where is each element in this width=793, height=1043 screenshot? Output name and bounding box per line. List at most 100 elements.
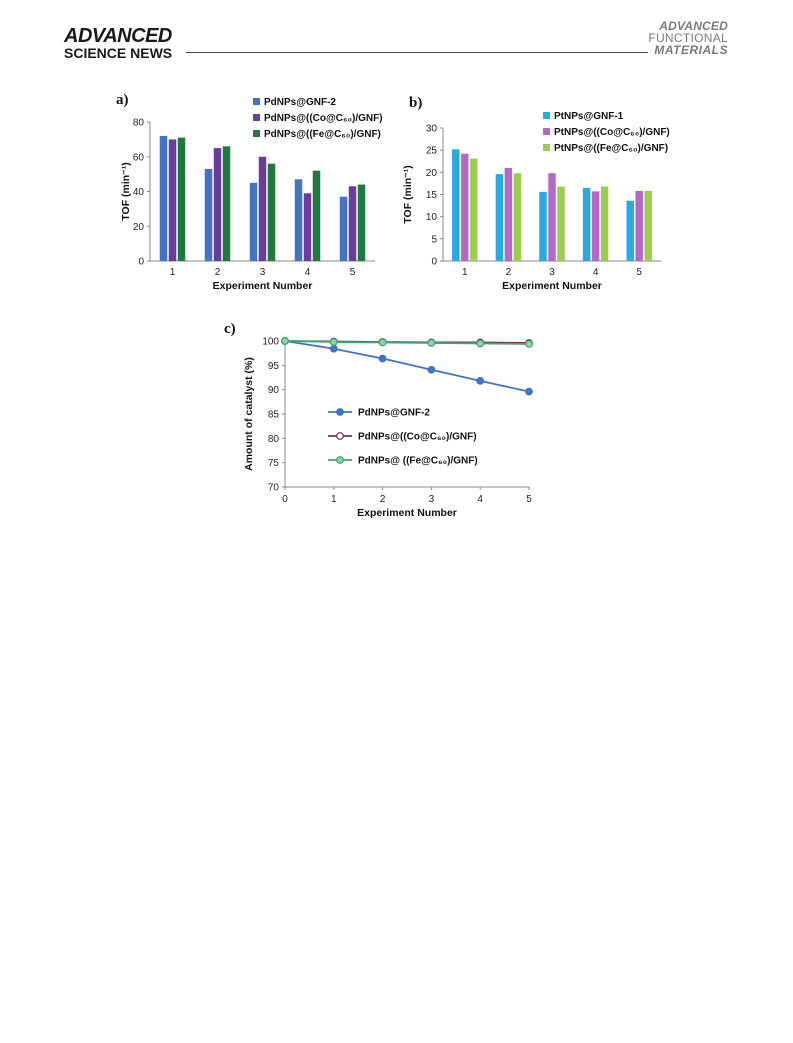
point-1-exp-5: [526, 388, 533, 395]
y-tick-label: 20: [426, 168, 438, 179]
bar-2-exp-4: [304, 193, 312, 261]
y-axis-label: Amount of catalyst (%): [243, 357, 255, 471]
y-tick-label: 100: [262, 337, 279, 348]
point-3-exp-2: [379, 339, 386, 346]
x-tick-label: 0: [282, 494, 288, 505]
y-tick-label: 0: [431, 257, 437, 268]
y-tick-label: 80: [268, 434, 280, 445]
bar-2-exp-4: [592, 191, 600, 261]
bar-1-exp-3: [250, 183, 258, 261]
bar-3-exp-5: [644, 191, 652, 261]
journal-logo: ADVANCED FUNCTIONAL MATERIALS: [648, 20, 728, 56]
legend-swatch-2: [253, 114, 260, 121]
x-tick-label: 2: [506, 267, 512, 278]
y-tick-label: 85: [268, 410, 280, 421]
x-axis-label: Experiment Number: [213, 280, 313, 292]
x-tick-label: 3: [260, 267, 266, 278]
bar-2-exp-5: [349, 186, 357, 261]
y-tick-label: 40: [133, 187, 145, 198]
y-tick-label: 25: [426, 146, 438, 157]
y-tick-label: 90: [268, 385, 280, 396]
point-1-exp-2: [379, 355, 386, 362]
point-3-exp-0: [282, 338, 289, 345]
bar-1-exp-1: [452, 149, 460, 261]
chart-b: 0 5 10 15 20 25 30 1 2 3 4 5 Experiment Number TOF (m…: [390, 100, 690, 310]
bar-2-exp-2: [214, 148, 222, 261]
x-tick-label: 2: [215, 267, 221, 278]
legend-label-2: PtNPs@((Co@C₆₀)/GNF): [554, 127, 670, 138]
y-tick-label: 75: [268, 458, 280, 469]
legend-label-3: PdNPs@((Fe@C₆₀)/GNF): [264, 129, 381, 140]
y-axis-label: TOF (min⁻¹): [402, 165, 414, 223]
x-tick-label: 1: [331, 494, 337, 505]
legend-swatch-1: [543, 112, 550, 119]
legend-marker-3: [337, 457, 344, 464]
bar-3-exp-3: [268, 164, 276, 261]
legend-marker-1: [337, 409, 344, 416]
bar-3-exp-3: [557, 187, 565, 261]
x-tick-label: 5: [636, 267, 642, 278]
legend-label-1: PdNPs@GNF-2: [358, 408, 430, 419]
bar-2-exp-3: [259, 157, 267, 261]
y-tick-label: 20: [133, 222, 145, 233]
legend-label-3: PtNPs@((Fe@C₆₀)/GNF): [554, 143, 668, 154]
panel-label-c: c): [224, 321, 236, 338]
bar-2-exp-1: [461, 154, 469, 261]
y-tick-label: 15: [426, 190, 438, 201]
bar-3-exp-1: [178, 138, 186, 261]
legend-label-1: PdNPs@GNF-2: [264, 97, 336, 108]
y-tick-label: 70: [268, 483, 280, 494]
point-1-exp-4: [477, 378, 484, 385]
bar-3-exp-2: [514, 173, 522, 261]
point-3-exp-1: [331, 339, 338, 346]
legend-label-3: PdNPs@ ((Fe@C₆₀)/GNF): [358, 456, 478, 467]
x-tick-label: 3: [549, 267, 555, 278]
journal-logo-line3: MATERIALS: [648, 44, 728, 56]
x-axis-label: Experiment Number: [357, 507, 457, 519]
bar-2-exp-5: [635, 191, 643, 261]
legend-label-1: PtNPs@GNF-1: [554, 111, 624, 122]
chart-c: 70 75 80 85 90 95 100 0 1 2 3 4 5 Experiment Number Am…: [235, 322, 565, 522]
point-1-exp-1: [331, 345, 338, 352]
publisher-logo-bottom: SCIENCE NEWS: [64, 46, 172, 60]
publisher-logo-top: ADVANCED: [64, 26, 172, 46]
bar-2-exp-1: [169, 139, 177, 261]
point-3-exp-4: [477, 340, 484, 347]
x-tick-label: 3: [429, 494, 435, 505]
bar-3-exp-4: [601, 187, 609, 261]
x-tick-label: 4: [593, 267, 599, 278]
point-3-exp-5: [526, 341, 533, 348]
y-tick-label: 0: [138, 257, 144, 268]
series-line-1: [285, 341, 529, 392]
bar-2-exp-2: [505, 168, 513, 261]
x-tick-label: 4: [477, 494, 483, 505]
x-tick-label: 1: [170, 267, 176, 278]
legend-swatch-2: [543, 128, 550, 135]
bar-1-exp-3: [539, 192, 547, 261]
bar-1-exp-1: [160, 136, 168, 261]
y-axis-label: TOF (min⁻¹): [120, 162, 132, 220]
y-tick-label: 80: [133, 118, 145, 129]
point-1-exp-3: [428, 366, 435, 373]
legend-marker-2: [337, 433, 344, 440]
y-tick-label: 60: [133, 152, 145, 163]
bar-1-exp-2: [496, 174, 504, 261]
y-tick-label: 5: [431, 234, 437, 245]
bar-1-exp-4: [295, 179, 303, 261]
point-3-exp-3: [428, 340, 435, 347]
x-tick-label: 5: [350, 267, 356, 278]
bar-3-exp-1: [470, 159, 478, 261]
legend-swatch-1: [253, 98, 260, 105]
bar-1-exp-5: [340, 197, 348, 261]
legend-label-2: PdNPs@((Co@C₆₀)/GNF): [358, 432, 477, 443]
header-rule: [186, 52, 648, 53]
y-tick-label: 10: [426, 212, 438, 223]
bar-2-exp-3: [548, 173, 556, 261]
x-tick-label: 1: [462, 267, 468, 278]
x-tick-label: 5: [526, 494, 532, 505]
y-tick-label: 95: [268, 361, 280, 372]
bar-3-exp-2: [223, 146, 231, 261]
bar-1-exp-5: [626, 201, 634, 261]
x-tick-label: 2: [380, 494, 386, 505]
legend-label-2: PdNPs@((Co@C₆₀)/GNF): [264, 113, 383, 124]
